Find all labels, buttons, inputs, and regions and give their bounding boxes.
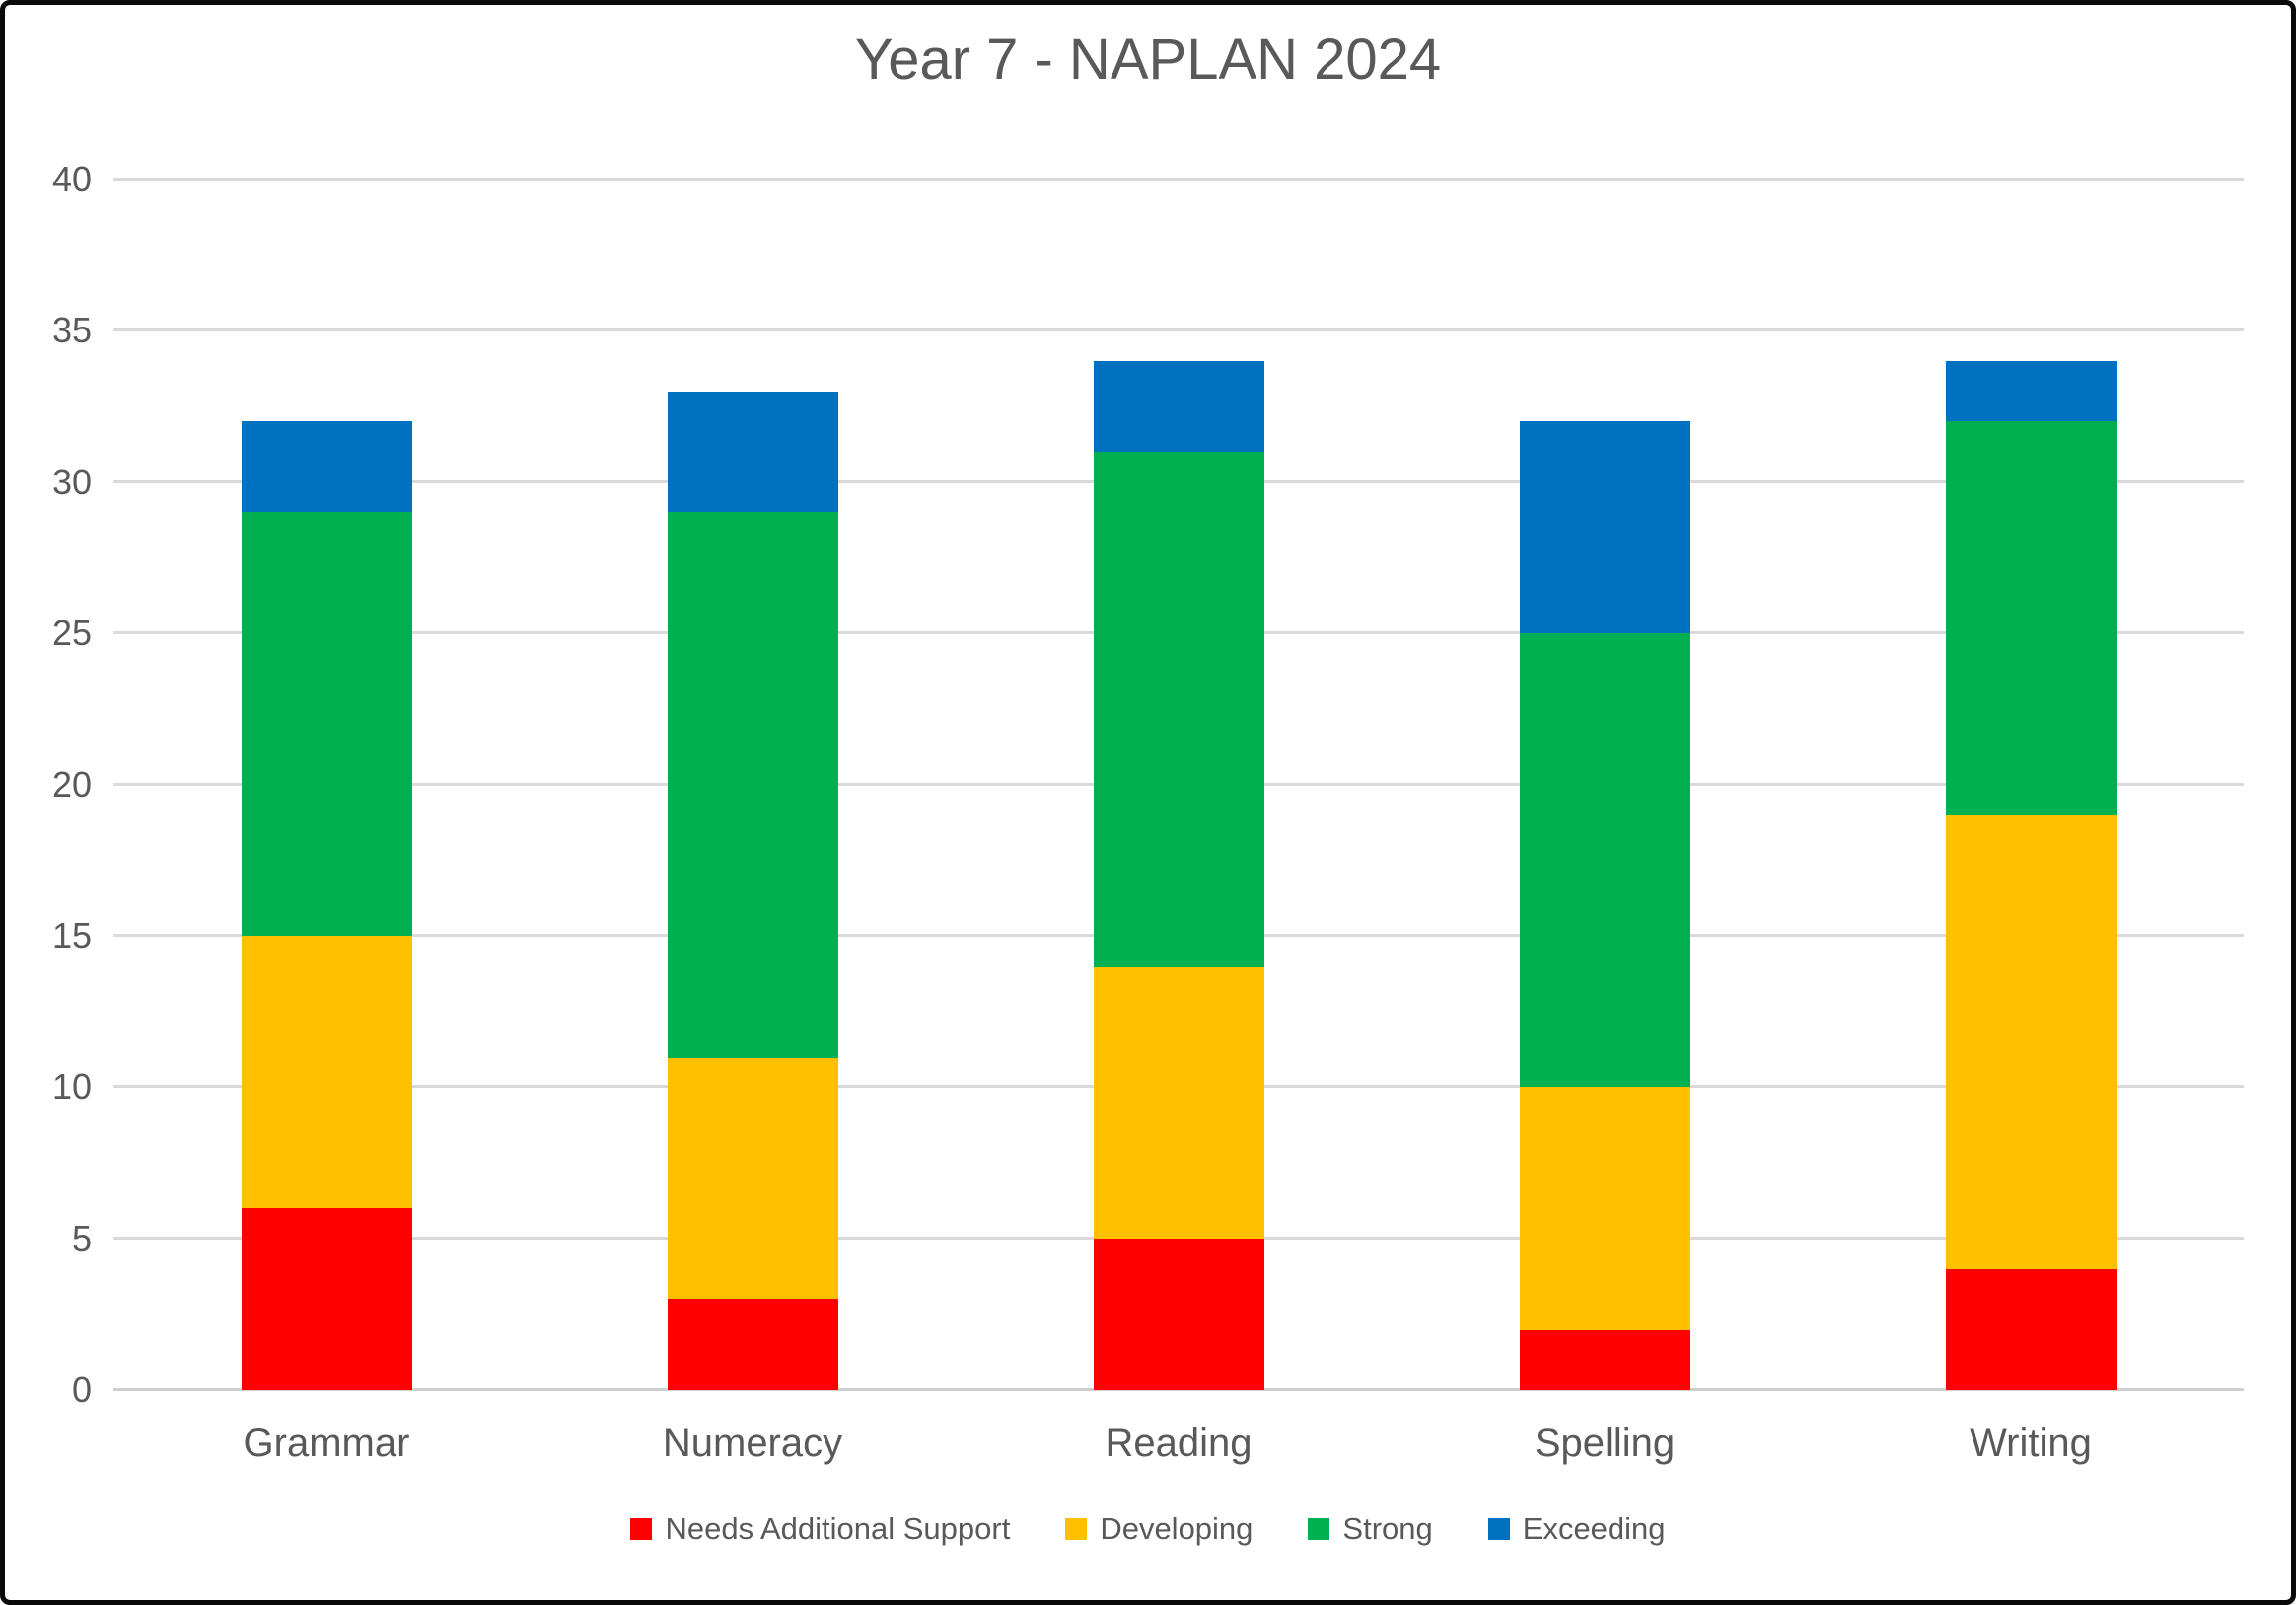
bar-reading (1093, 361, 1264, 1390)
y-tick-label-30: 30 (51, 461, 92, 502)
legend-item-strong: Strong (1308, 1511, 1433, 1547)
bar-numeracy-segment-strong (667, 512, 838, 1058)
bar-numeracy-segment-exceeding (667, 391, 838, 513)
chart-title: Year 7 - NAPLAN 2024 (854, 28, 1442, 92)
bar-grammar (241, 421, 412, 1390)
y-tick-label-0: 0 (71, 1369, 92, 1410)
bar-grammar-segment-exceeding (241, 421, 412, 513)
y-tick-label-5: 5 (71, 1217, 92, 1259)
bar-grammar-segment-needs-additional-support (241, 1207, 412, 1390)
bar-spelling-segment-exceeding (1519, 421, 1690, 634)
legend-item-needs-additional-support: Needs Additional Support (630, 1511, 1010, 1547)
x-category-label-spelling: Spelling (1534, 1422, 1676, 1465)
bar-writing-segment-strong (1945, 421, 2117, 816)
y-tick-label-40: 40 (51, 159, 92, 199)
y-tick-label-35: 35 (51, 310, 92, 351)
bar-reading-segment-needs-additional-support (1093, 1238, 1264, 1390)
bar-grammar-segment-developing (241, 935, 412, 1208)
legend: Needs Additional Support Developing Strong… (5, 1511, 2291, 1547)
bar-writing-segment-developing (1945, 815, 2117, 1270)
bar-writing (1945, 361, 2117, 1390)
x-category-label-grammar: Grammar (243, 1422, 410, 1465)
y-tick-label-10: 10 (51, 1066, 92, 1108)
y-tick-label-25: 25 (51, 613, 92, 654)
gridline-y-35 (113, 328, 2244, 332)
x-axis: Grammar Numeracy Reading Spelling Writing (113, 1422, 2244, 1469)
y-tick-label-20: 20 (51, 764, 92, 805)
legend-label-exceeding: Exceeding (1522, 1511, 1666, 1546)
legend-swatch-developing (1065, 1518, 1088, 1540)
y-tick-label-15: 15 (51, 914, 92, 956)
bar-numeracy-segment-developing (667, 1057, 838, 1299)
legend-swatch-needs-additional-support (630, 1518, 653, 1540)
bar-spelling (1519, 421, 1690, 1390)
plot-area (113, 178, 2244, 1391)
y-axis: 0 5 10 15 20 25 30 35 40 (5, 159, 92, 1410)
bar-reading-segment-exceeding (1093, 361, 1264, 453)
x-category-label-writing: Writing (1970, 1422, 2092, 1465)
bar-reading-segment-strong (1093, 452, 1264, 967)
bar-numeracy (667, 391, 838, 1390)
bar-numeracy-segment-needs-additional-support (667, 1298, 838, 1390)
legend-label-developing: Developing (1100, 1511, 1254, 1546)
bar-grammar-segment-strong (241, 512, 412, 936)
gridline-y-40 (113, 178, 2244, 181)
x-category-label-numeracy: Numeracy (662, 1422, 843, 1465)
bar-reading-segment-developing (1093, 966, 1264, 1239)
legend-label-needs-additional-support: Needs Additional Support (665, 1511, 1011, 1546)
bar-writing-segment-needs-additional-support (1945, 1269, 2117, 1390)
legend-swatch-exceeding (1487, 1518, 1510, 1540)
legend-swatch-strong (1308, 1518, 1330, 1540)
legend-item-exceeding: Exceeding (1487, 1511, 1666, 1547)
bar-spelling-segment-strong (1519, 633, 1690, 1088)
bar-spelling-segment-needs-additional-support (1519, 1329, 1690, 1390)
legend-label-strong: Strong (1342, 1511, 1433, 1546)
x-category-label-reading: Reading (1105, 1422, 1253, 1465)
bar-spelling-segment-developing (1519, 1087, 1690, 1330)
legend-item-developing: Developing (1065, 1511, 1253, 1547)
bar-writing-segment-exceeding (1945, 361, 2117, 422)
